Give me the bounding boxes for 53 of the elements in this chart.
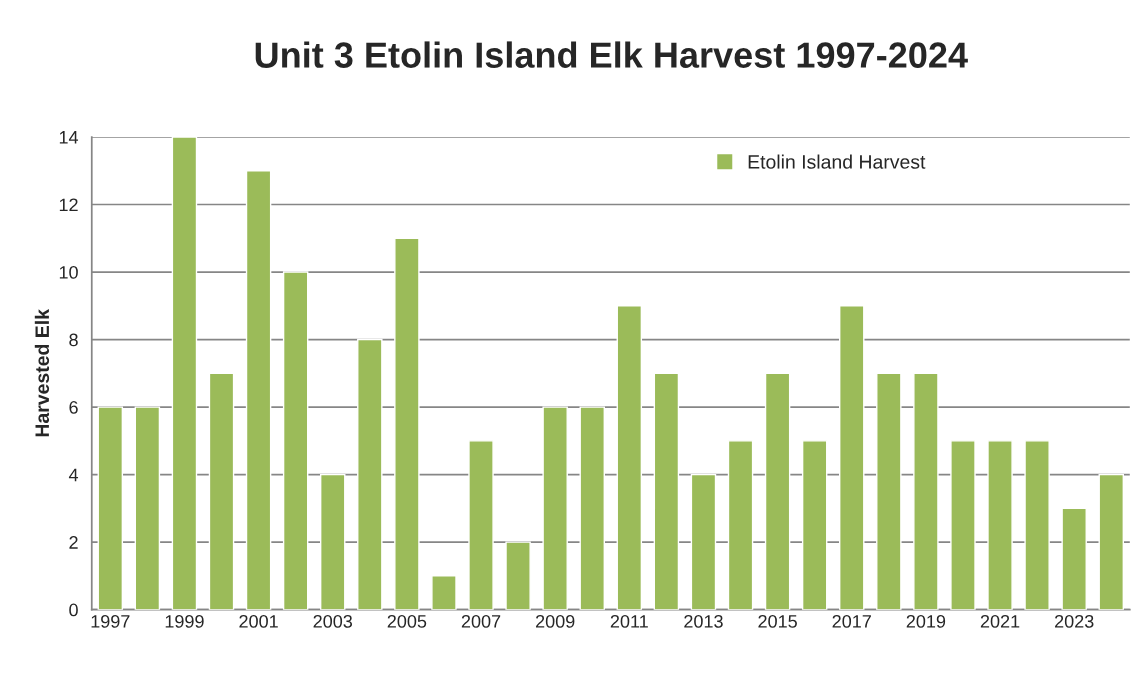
bar: [431, 575, 457, 610]
bar: [616, 305, 643, 610]
bar: [1061, 507, 1087, 610]
bar: [801, 440, 828, 610]
x-tick-label: 2021: [980, 614, 1020, 628]
x-tick-label: 2007: [461, 614, 501, 628]
bar: [950, 440, 976, 610]
bar: [208, 372, 235, 610]
bar: [134, 406, 161, 610]
bar: [282, 271, 309, 610]
y-tick-label: 12: [59, 198, 78, 212]
bar: [357, 338, 383, 610]
bar: [319, 473, 346, 610]
chart-title: Unit 3 Etolin Island Elk Harvest 1997-2024: [255, 41, 968, 68]
y-tick-label: 2: [69, 536, 78, 549]
y-tick-label: 10: [59, 265, 78, 279]
bar: [394, 237, 420, 610]
x-tick-label: 1999: [165, 614, 204, 628]
bar: [97, 406, 124, 610]
x-tick-label: 2013: [684, 614, 723, 628]
y-tick-label: 8: [69, 333, 78, 347]
bar: [468, 440, 494, 610]
x-tick-label: 2017: [832, 614, 871, 628]
x-tick-label: 2005: [387, 614, 427, 628]
x-tick-label: 2011: [610, 614, 648, 628]
x-tick-label: 2001: [239, 614, 278, 628]
bar: [1024, 440, 1050, 610]
bar: [171, 137, 198, 610]
bar: [579, 406, 605, 610]
bar: [876, 372, 902, 610]
x-tick-label: 2023: [1055, 614, 1094, 628]
x-tick-label: 2009: [536, 614, 575, 628]
bar: [913, 372, 939, 610]
bar: [653, 372, 680, 610]
y-axis-title: Harvested Elk: [34, 308, 50, 437]
y-tick-label: 14: [59, 131, 79, 144]
bar: [505, 541, 531, 610]
bar: [245, 170, 272, 610]
x-tick-label: 2015: [758, 614, 797, 628]
bar: [764, 372, 791, 610]
bar: [839, 305, 865, 610]
bar: [690, 473, 717, 610]
x-tick-label: 2019: [906, 614, 946, 628]
x-tick-label: 1997: [91, 614, 130, 628]
y-tick-label: 0: [69, 603, 78, 617]
bar: [542, 406, 568, 610]
bar: [987, 440, 1013, 610]
bar: [727, 440, 754, 610]
bar: [1098, 473, 1125, 610]
y-tick-label: 4: [68, 468, 79, 482]
legend-label: Etolin Island Harvest: [748, 154, 926, 169]
y-tick-label: 6: [69, 401, 78, 414]
x-tick-label: 2003: [313, 614, 353, 628]
